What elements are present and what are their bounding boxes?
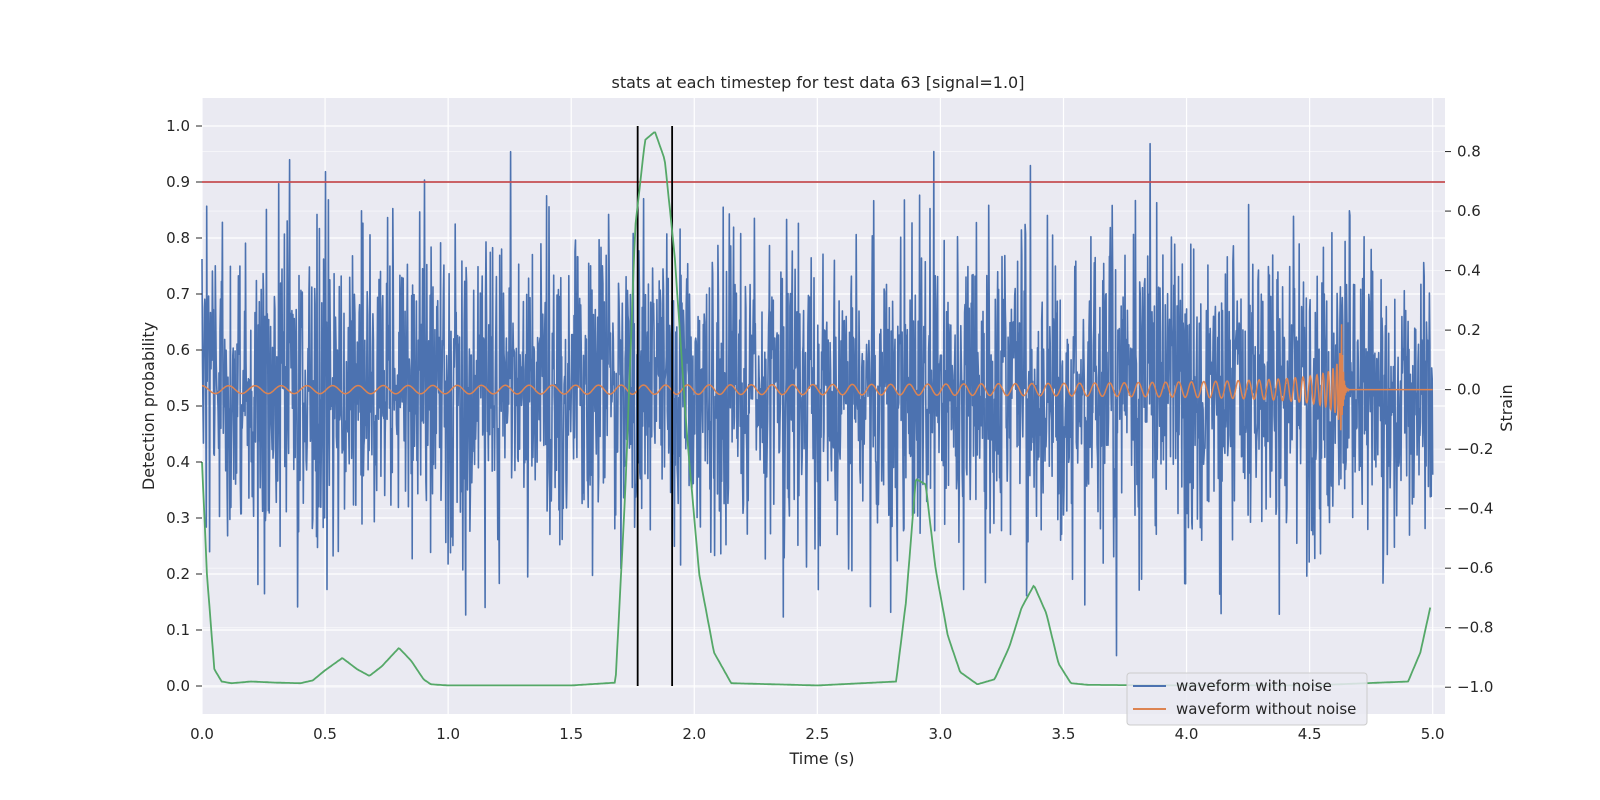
y-tick-label: 0.1: [166, 621, 190, 639]
x-tick-label: 2.0: [682, 725, 706, 743]
y-tick-label: 0.8: [166, 229, 190, 247]
y2-tick-label: 0.8: [1457, 143, 1481, 161]
legend-label-noise: waveform with noise: [1176, 677, 1332, 695]
y-tick-labels: 0.0 0.1 0.2 0.3 0.4 0.5 0.6 0.7 0.8 0.9 1.0: [166, 117, 202, 695]
y2-tick-label: −0.8: [1457, 619, 1493, 637]
x-tick-label: 3.5: [1052, 725, 1076, 743]
y-tick-label: 0.2: [166, 565, 190, 583]
y2-tick-label: 0.0: [1457, 381, 1481, 399]
x-tick-label: 0.5: [313, 725, 337, 743]
x-tick-label: 1.5: [559, 725, 583, 743]
y2-tick-label: −1.0: [1457, 678, 1493, 696]
clean-waveform-line: [202, 324, 1433, 431]
y-tick-label: 0.3: [166, 509, 190, 527]
chart-title: stats at each timestep for test data 63 …: [612, 73, 1025, 92]
y-tick-label: 0.6: [166, 341, 190, 359]
x-tick-label: 4.5: [1298, 725, 1322, 743]
x-axis-label: Time (s): [788, 749, 854, 768]
y-tick-label: 0.9: [166, 173, 190, 191]
x-tick-label: 3.0: [928, 725, 952, 743]
x-tick-label: 4.0: [1175, 725, 1199, 743]
y-tick-label: 0.4: [166, 453, 190, 471]
x-tick-label: 5.0: [1421, 725, 1445, 743]
y2-tick-label: 0.4: [1457, 262, 1481, 280]
y-tick-label: 0.7: [166, 285, 190, 303]
y2-tick-label: 0.6: [1457, 202, 1481, 220]
legend-label-clean: waveform without noise: [1176, 700, 1356, 718]
y-tick-label: 0.0: [166, 677, 190, 695]
y-tick-label: 0.5: [166, 397, 190, 415]
legend: waveform with noise waveform without noi…: [1126, 672, 1368, 726]
legend-box: [1126, 672, 1368, 726]
x-tick-label: 1.0: [436, 725, 460, 743]
y2-tick-label: −0.6: [1457, 559, 1493, 577]
y2-axis-label: Strain: [1497, 384, 1516, 431]
y2-tick-label: −0.4: [1457, 500, 1493, 518]
y-axis-label: Detection probability: [139, 322, 158, 490]
y2-ticks: −1.0 −0.8 −0.6 −0.4 −0.2 0.0 0.2 0.4 0.6 0.8: [1445, 143, 1493, 696]
x-tick-labels: 0.0 0.5 1.0 1.5 2.0 2.5 3.0 3.5 4.0 4.5 5.0: [190, 725, 1445, 743]
y-tick-label: 1.0: [166, 117, 190, 135]
noisy-waveform-line: [201, 142, 1434, 657]
x-tick-label: 2.5: [805, 725, 829, 743]
x-tick-label: 0.0: [190, 725, 214, 743]
y2-tick-label: −0.2: [1457, 440, 1493, 458]
y2-tick-label: 0.2: [1457, 321, 1481, 339]
